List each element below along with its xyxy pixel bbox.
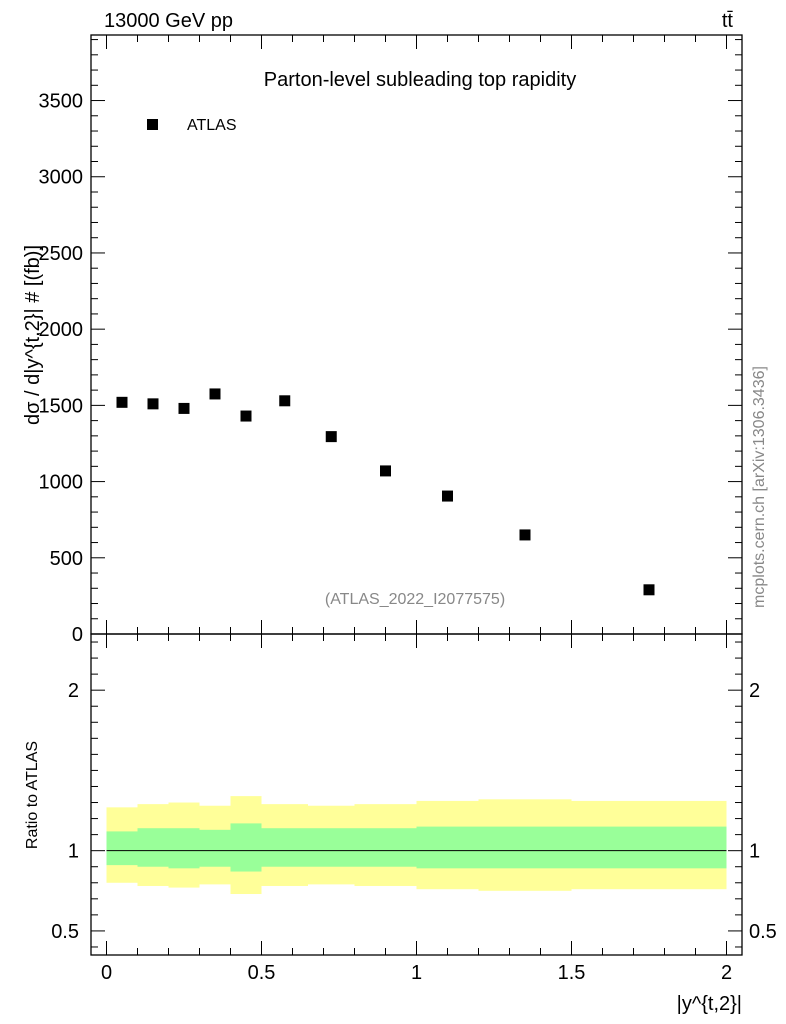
- data-point: [147, 398, 159, 410]
- ratio-band-inner: [261, 828, 308, 867]
- x-axis-label: |y^{t,2}|: [677, 993, 742, 1015]
- y-axis-label: dσ / d|y^{t,2}| # [(fb)]: [22, 245, 44, 425]
- y-tick-label: 0: [72, 624, 83, 646]
- ratio-y-tick-label-left: 2: [68, 680, 79, 702]
- ratio-band-inner: [416, 826, 479, 869]
- data-point: [380, 465, 391, 477]
- data-point: [178, 402, 190, 414]
- x-tick-label: 1.5: [558, 962, 586, 984]
- legend-marker: [147, 119, 158, 130]
- ratio-band-inner: [478, 826, 572, 869]
- ratio-y-tick-label-left: 0.5: [51, 921, 79, 943]
- ratio-plot-frame: [90, 633, 743, 956]
- ratio-band-inner: [230, 823, 262, 872]
- ratio-band-inner: [308, 828, 355, 867]
- data-point: [116, 396, 128, 408]
- legend: ATLAS: [147, 117, 237, 134]
- x-tick-label: 0.5: [248, 962, 276, 984]
- ratio-band-inner: [168, 828, 200, 869]
- process-label: tt̄: [722, 10, 734, 32]
- ratio-band-inner: [354, 828, 417, 867]
- ratio-plot-panel: 0.5 0.5 1 1 2 2 0 0.5 1 1.5 2 Ratio to ATLAS |y^{t…: [24, 633, 777, 1015]
- ratio-y-tick-label-right: 2: [749, 680, 760, 702]
- y-tick-label: 1500: [39, 395, 84, 417]
- ratio-band-inner: [199, 829, 231, 867]
- data-point: [279, 395, 291, 407]
- x-tick-label: 0: [101, 962, 112, 984]
- data-point: [442, 490, 453, 502]
- x-tick-label: 2: [721, 962, 732, 984]
- legend-label: ATLAS: [187, 117, 237, 134]
- ratio-y-tick-label-right: 0.5: [749, 921, 777, 943]
- x-tick-label: 1: [411, 962, 422, 984]
- ratio-band-inner: [571, 826, 727, 869]
- y-tick-label: 2500: [39, 243, 84, 265]
- ratio-band-inner: [137, 828, 169, 867]
- y-tick-label: 3500: [39, 91, 84, 113]
- data-point: [325, 431, 337, 443]
- data-point: [643, 584, 655, 596]
- ratio-y-axis-label: Ratio to ATLAS: [24, 741, 41, 849]
- data-point: [209, 388, 221, 400]
- ratio-y-tick-label-right: 1: [749, 841, 760, 863]
- data-point: [240, 410, 252, 422]
- main-plot-panel: Parton-level subleading top rapidity dσ …: [22, 34, 743, 646]
- analysis-id: (ATLAS_2022_I2077575): [325, 591, 505, 608]
- y-tick-label: 500: [50, 548, 83, 570]
- y-tick-label: 1000: [39, 472, 84, 494]
- ratio-band-inner: [106, 831, 138, 866]
- y-tick-label: 3000: [39, 167, 84, 189]
- watermark: mcplots.cern.ch [arXiv:1306.3436]: [751, 366, 768, 608]
- ratio-y-tick-label-left: 1: [68, 841, 79, 863]
- data-point: [519, 529, 531, 541]
- plot-title: Parton-level subleading top rapidity: [264, 69, 576, 91]
- energy-label: 13000 GeV pp: [104, 10, 233, 32]
- y-tick-label: 2000: [39, 319, 84, 341]
